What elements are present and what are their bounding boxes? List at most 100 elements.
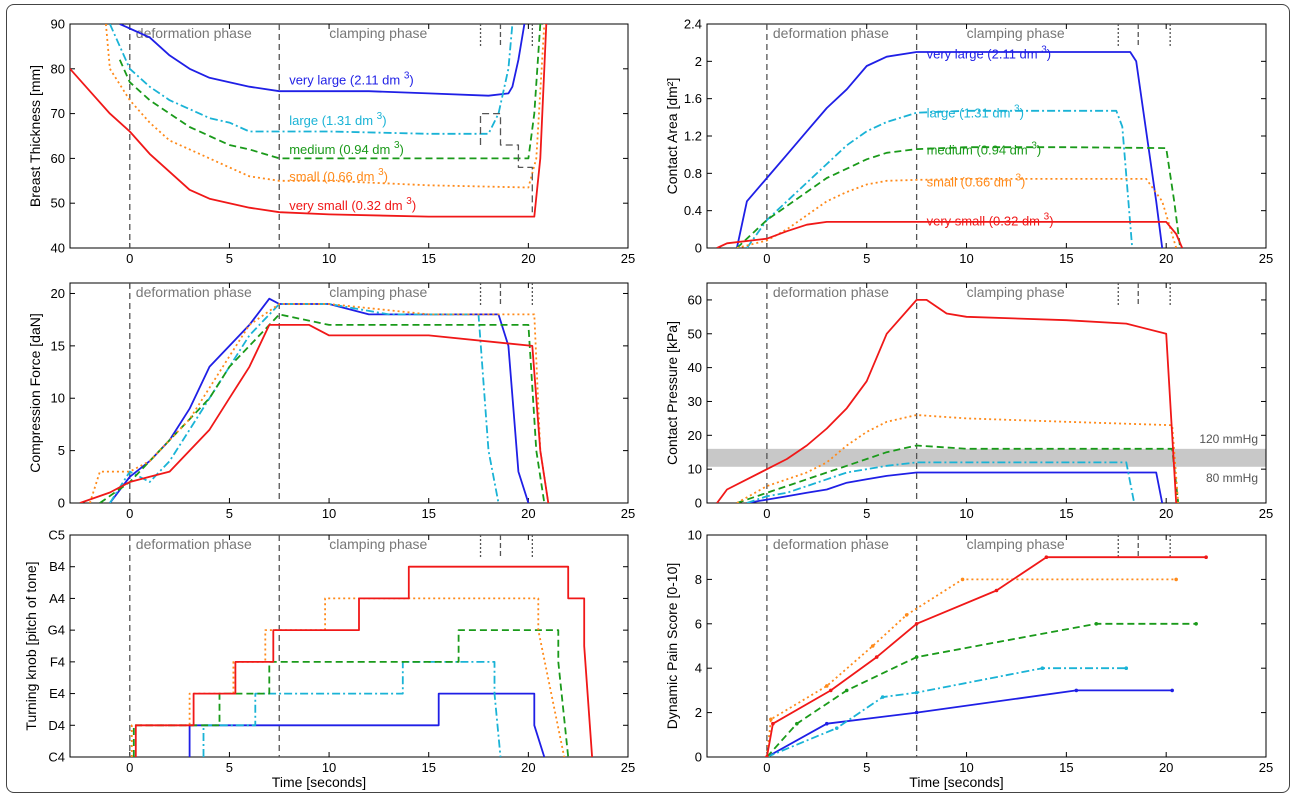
series-line-medium — [118, 24, 542, 160]
data-point-very-large — [914, 710, 919, 715]
x-tick-label: 20 — [1159, 251, 1173, 266]
x-tick-label: 0 — [126, 506, 133, 521]
data-point-large — [914, 690, 919, 695]
data-point-very-small — [765, 755, 769, 757]
x-tick-label: 15 — [1059, 760, 1073, 775]
phase-label-clamping: clamping phase — [329, 536, 427, 552]
y-tick-label: 40 — [688, 360, 702, 375]
series-label-medium: medium (0.94 dm 3) — [927, 141, 1042, 158]
y-tick-label: 8 — [695, 572, 702, 587]
data-point-very-small — [994, 588, 999, 593]
y-tick-label: 2 — [695, 54, 702, 69]
data-point-medium — [914, 655, 919, 659]
y-tick-label: 15 — [51, 338, 65, 353]
x-tick-label: 20 — [521, 506, 535, 521]
x-tick-label: 25 — [621, 251, 635, 266]
y-tick-label: B4 — [49, 559, 65, 574]
series-label-small: small (0.66 dm 3) — [927, 172, 1026, 189]
y-axis-label: Dynamic Pain Score [0-10] — [664, 563, 680, 730]
data-point-large — [1040, 666, 1045, 670]
phase-label-clamping: clamping phase — [967, 284, 1065, 300]
y-tick-label: 50 — [688, 326, 702, 341]
phase-label-deformation: deformation phase — [136, 284, 252, 300]
x-tick-label: 0 — [126, 760, 133, 775]
series-line-very-small — [134, 565, 593, 757]
x-tick-label: 0 — [126, 251, 133, 266]
y-tick-label: G4 — [48, 623, 65, 638]
y-axis-label: Contact Pressure [kPa] — [664, 321, 680, 465]
y-tick-label: 60 — [51, 151, 65, 166]
pressure-band — [707, 448, 1266, 467]
data-point-large — [1124, 666, 1129, 670]
y-tick-label: 20 — [688, 428, 702, 443]
series-line-large — [202, 661, 502, 757]
series-label-very-large: very large (2.11 dm 3) — [927, 45, 1052, 62]
y-tick-label: C4 — [48, 750, 65, 765]
x-tick-label: 10 — [322, 251, 336, 266]
panel-turning-knob: 0 5 10 15 20 25 C4 D4 E4 F4 G4 A4 B4 C5 Turning knob [… — [23, 528, 635, 791]
x-tick-label: 10 — [959, 760, 973, 775]
series-line-medium — [99, 313, 546, 503]
x-tick-label: 25 — [1259, 760, 1273, 775]
y-tick-label: 6 — [695, 616, 702, 631]
phase-label-clamping: clamping phase — [329, 25, 427, 41]
series-group — [130, 565, 593, 757]
series-line-large — [109, 303, 500, 503]
x-tick-label: 5 — [863, 760, 870, 775]
data-point-small — [824, 684, 829, 688]
phase-label-deformation: deformation phase — [773, 536, 889, 552]
y-tick-label: 10 — [688, 462, 702, 477]
x-tick-label: 15 — [421, 760, 435, 775]
y-tick-label: 2 — [695, 705, 702, 720]
x-tick-label: 0 — [763, 760, 770, 775]
phase-label-deformation: deformation phase — [136, 536, 252, 552]
series-line-large — [766, 667, 1127, 757]
series-label-very-large: very large (2.11 dm 3) — [289, 70, 414, 87]
x-tick-label: 20 — [521, 251, 535, 266]
data-point-small — [1174, 577, 1178, 582]
data-point-small — [769, 717, 773, 722]
y-tick-label: 4 — [695, 661, 702, 676]
phase-label-deformation: deformation phase — [136, 25, 252, 41]
data-point-very-small — [771, 721, 775, 726]
x-axis-label: Time [seconds] — [909, 774, 1003, 790]
y-tick-label: D4 — [48, 718, 65, 733]
data-point-very-large — [824, 721, 829, 726]
y-tick-label: C5 — [48, 528, 65, 543]
y-tick-label: 40 — [51, 241, 65, 256]
band-label-top: 120 mmHg — [1199, 432, 1258, 446]
series-line-medium — [132, 629, 570, 757]
x-tick-label: 15 — [1059, 251, 1073, 266]
phase-label-clamping: clamping phase — [967, 25, 1065, 41]
x-tick-label: 25 — [621, 760, 635, 775]
y-tick-label: 5 — [58, 443, 65, 458]
panel-breast-thickness: 0 5 10 15 20 25 40 50 60 70 80 90 Breast Thickness [… — [27, 17, 635, 267]
x-tick-label: 5 — [863, 506, 870, 521]
y-tick-label: 0.8 — [684, 166, 702, 181]
series-line-small — [130, 597, 566, 757]
axis-box — [706, 534, 1267, 758]
panel-contact-pressure: 120 mmHg 80 mmHg 0 5 10 15 20 25 0 10 20 30 40 50 60 Co… — [664, 282, 1273, 521]
y-tick-label: 2.4 — [684, 17, 702, 32]
data-point-small — [904, 613, 909, 617]
y-tick-label: 0 — [695, 241, 702, 256]
x-tick-label: 5 — [226, 506, 233, 521]
data-point-small — [870, 644, 875, 648]
data-point-very-small — [914, 622, 919, 626]
series-line-medium — [766, 622, 1197, 757]
y-tick-label: A4 — [49, 591, 65, 606]
y-tick-label: 1.6 — [684, 91, 702, 106]
y-tick-label: 0 — [695, 750, 702, 765]
data-point-very-small — [874, 655, 879, 659]
series-line-medium — [736, 444, 1180, 503]
series-group — [70, 24, 548, 218]
series-label-small: small (0.66 dm 3) — [289, 167, 388, 184]
series-group — [716, 298, 1180, 503]
panel-contact-area: 0 5 10 15 20 25 0 0.4 0.8 1.2 1.6 2 2.4 Contact Area … — [664, 17, 1273, 267]
y-tick-label: 10 — [688, 528, 702, 543]
series-line-very-large — [746, 471, 1164, 503]
axis-box — [706, 282, 1267, 504]
panel-dynamic-pain: 0 5 10 15 20 25 0 2 4 6 8 10 Dynamic Pain Score [0-1… — [664, 528, 1273, 791]
y-tick-label: 20 — [51, 286, 65, 301]
